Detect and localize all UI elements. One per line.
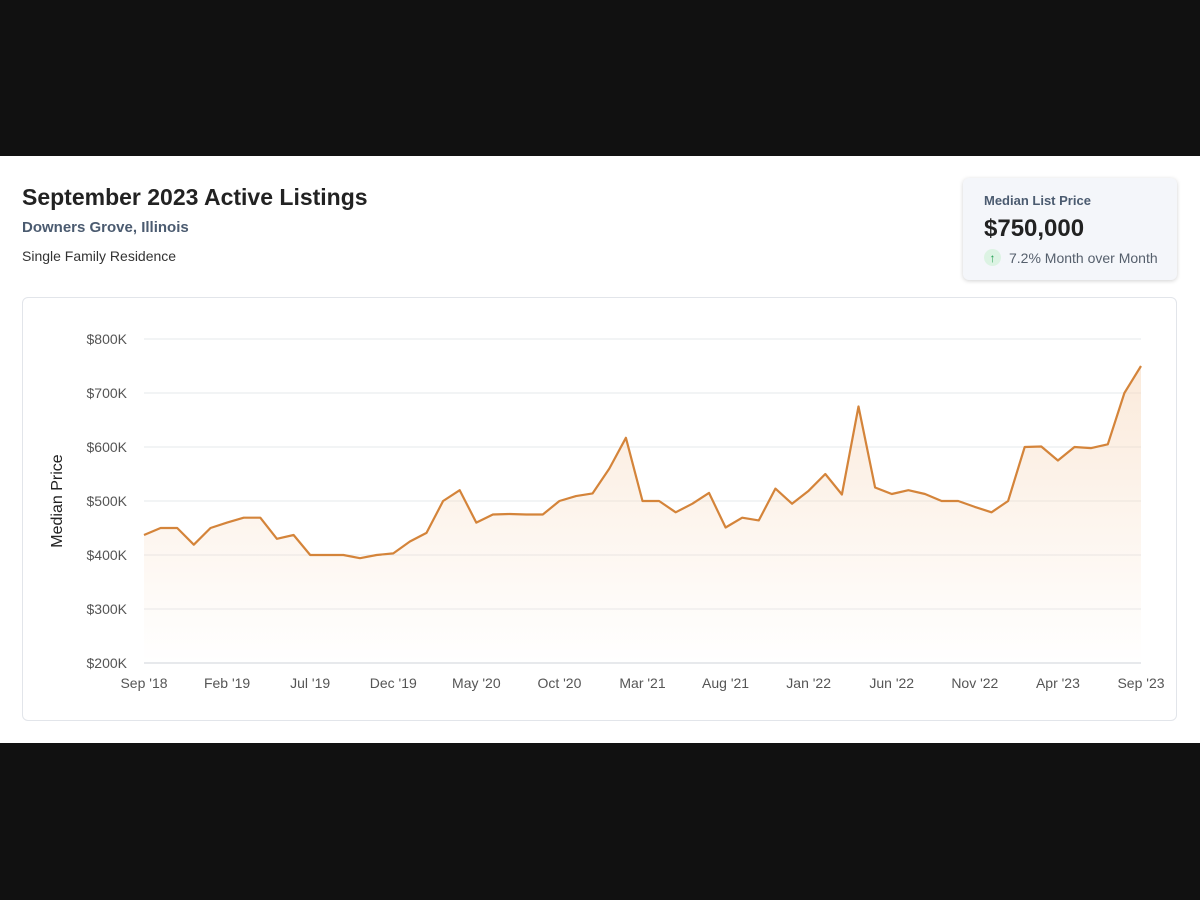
location-subtitle: Downers Grove, Illinois <box>22 219 189 236</box>
property-type-label: Single Family Residence <box>22 248 177 264</box>
stat-label: Median List Price <box>984 193 1091 208</box>
y-tick-label: $500K <box>87 493 128 509</box>
x-tick-label: Mar '21 <box>619 675 665 691</box>
x-tick-label: Jul '19 <box>290 675 330 691</box>
x-tick-label: Oct '20 <box>537 675 581 691</box>
page-title: September 2023 Active Listings <box>22 184 368 210</box>
x-tick-label: Apr '23 <box>1036 675 1080 691</box>
y-tick-label: $400K <box>87 547 128 563</box>
x-tick-label: Sep '23 <box>1117 675 1164 691</box>
price-chart: $200K $300K $400K $500K $600K $700K $800K Sep … <box>22 297 1177 721</box>
y-tick-label: $600K <box>87 439 128 455</box>
stat-value: $750,000 <box>984 215 1085 242</box>
x-tick-label: Dec '19 <box>370 675 417 691</box>
arrow-up-icon: ↑ <box>984 249 1001 266</box>
stat-change: ↑ 7.2% Month over Month <box>984 249 1177 266</box>
stat-change-text: 7.2% Month over Month <box>1009 249 1158 266</box>
y-tick-label: $300K <box>87 601 128 617</box>
listings-panel: September 2023 Active Listings Downers G… <box>0 156 1200 743</box>
x-tick-label: May '20 <box>452 675 501 691</box>
price-area <box>144 366 1141 663</box>
x-tick-label: Jan '22 <box>786 675 831 691</box>
chart-svg: $200K $300K $400K $500K $600K $700K $800K Sep … <box>49 331 1165 691</box>
x-tick-label: Jun '22 <box>869 675 914 691</box>
price-line <box>143 365 1142 560</box>
y-tick-label: $700K <box>87 385 128 401</box>
y-axis-title: Median Price <box>49 454 66 547</box>
y-tick-label: $800K <box>87 331 128 347</box>
x-tick-label: Aug '21 <box>702 675 749 691</box>
median-price-card: Median List Price $750,000 ↑ 7.2% Month … <box>963 178 1177 280</box>
x-tick-label: Nov '22 <box>951 675 998 691</box>
x-tick-label: Sep '18 <box>120 675 167 691</box>
x-tick-label: Feb '19 <box>204 675 250 691</box>
y-tick-label: $200K <box>87 655 128 671</box>
